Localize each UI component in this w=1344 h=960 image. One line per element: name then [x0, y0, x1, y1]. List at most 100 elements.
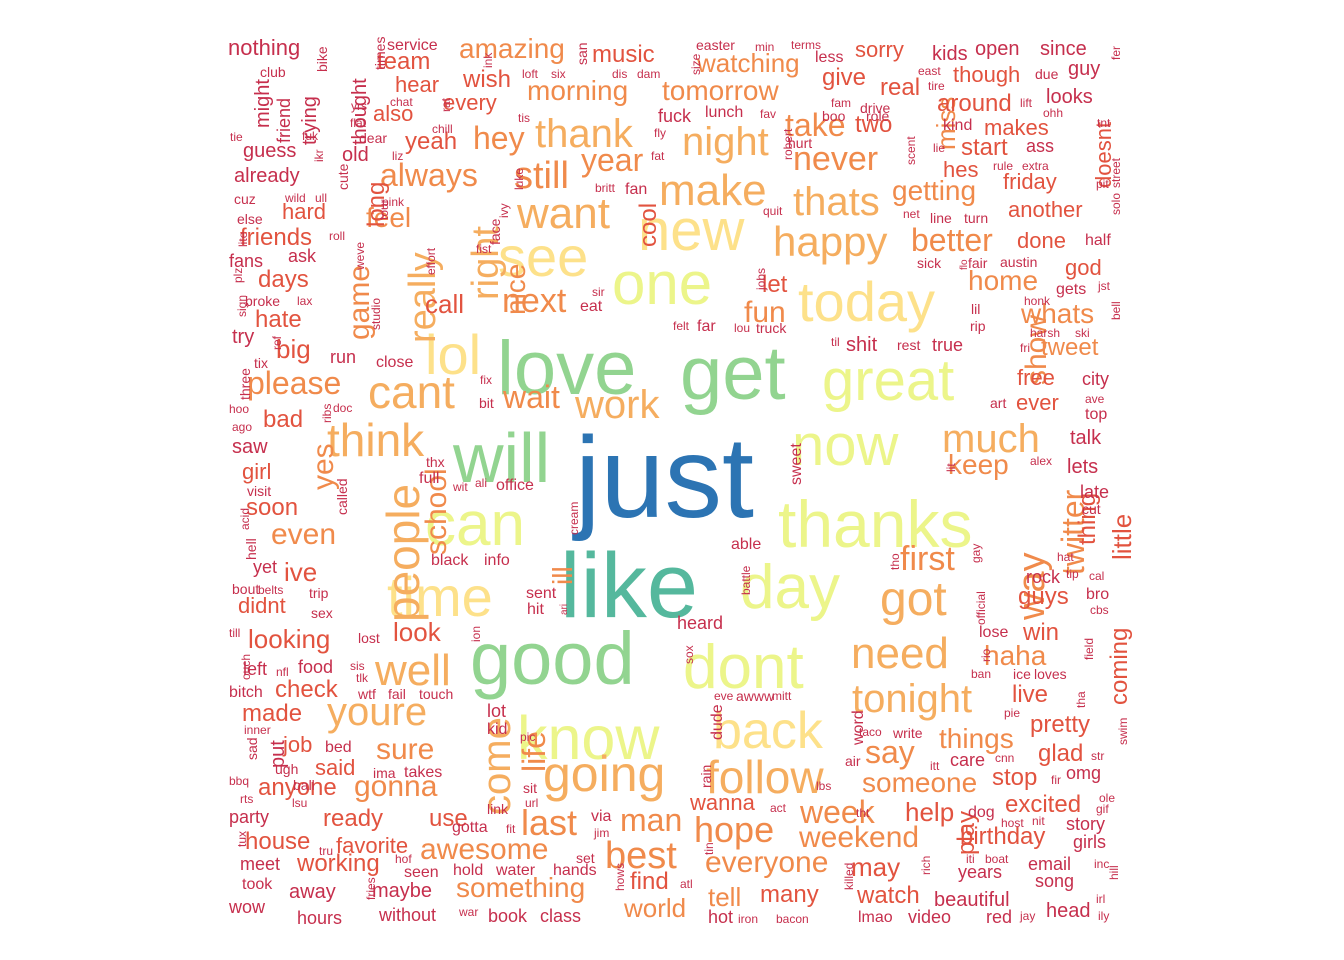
word-swim: swim: [1116, 717, 1130, 745]
word-pie: pie: [1004, 706, 1021, 721]
word-terms: terms: [791, 38, 821, 53]
word-art: art: [990, 394, 1007, 411]
word-ohh: ohh: [1043, 106, 1064, 121]
word-get: get: [680, 330, 786, 416]
word-itt: itt: [930, 759, 940, 774]
word-wanna: wanna: [690, 789, 755, 815]
word-role: role: [866, 107, 890, 124]
word-excited: excited: [1005, 791, 1082, 819]
word-getting: getting: [892, 175, 977, 207]
word-youre: youre: [327, 690, 428, 735]
word-felt: felt: [673, 319, 690, 334]
word-talk: talk: [1070, 426, 1102, 449]
word-left: left: [243, 659, 268, 680]
word-haha: haha: [984, 640, 1047, 672]
word-belts: belts: [258, 583, 284, 598]
word-air: air: [845, 752, 861, 769]
word-link: link: [487, 800, 509, 817]
word-last: last: [521, 802, 578, 844]
word-hit: hit: [527, 600, 544, 618]
word-min: min: [755, 40, 775, 55]
word-ouch: ouch: [239, 653, 253, 680]
word-see: see: [498, 225, 589, 289]
word-field: field: [1082, 637, 1096, 660]
word-lets: lets: [1067, 455, 1099, 478]
word-kind: kind: [943, 116, 973, 134]
word-saw: saw: [232, 435, 268, 458]
word-two: two: [855, 111, 893, 139]
word-rich: rich: [919, 855, 933, 875]
word-start: start: [961, 134, 1008, 162]
word-look: look: [393, 616, 441, 647]
word-guess: guess: [243, 139, 297, 162]
word-half: half: [1085, 231, 1111, 249]
word-lol: lol: [425, 323, 482, 387]
word-watching: watching: [697, 47, 800, 78]
word-wtf: wtf: [358, 685, 376, 702]
word-friend: friend: [274, 97, 294, 143]
word-ago: ago: [232, 420, 253, 435]
word-might: might: [252, 79, 274, 128]
word-rain: rain: [698, 764, 714, 788]
word-bitch: bitch: [229, 683, 263, 701]
word-call: call: [425, 288, 465, 319]
word-austin: austin: [1000, 253, 1038, 270]
word-give: give: [822, 64, 867, 92]
word-top: top: [1085, 405, 1108, 423]
word-also: also: [373, 100, 414, 126]
word-live: live: [1012, 681, 1049, 709]
word-anyone: anyone: [258, 774, 337, 802]
word-water: water: [496, 861, 536, 879]
word-chat: chat: [390, 95, 413, 110]
word-jst: jst: [1098, 279, 1110, 294]
word-fly: fly: [654, 126, 666, 141]
word-morning: morning: [527, 75, 629, 107]
word-til: til: [831, 335, 840, 350]
word-nice: nice: [500, 263, 531, 315]
word-thats: thats: [793, 180, 880, 225]
word-sorry: sorry: [855, 36, 904, 62]
word-via: via: [591, 807, 612, 825]
word-ull: ull: [315, 191, 328, 206]
word-one: one: [612, 249, 713, 317]
word-tho: tho: [888, 553, 902, 570]
word-whats: whats: [1021, 298, 1095, 330]
word-tell: tell: [708, 881, 742, 912]
word-follow: follow: [706, 751, 824, 804]
word-new: new: [638, 198, 745, 264]
word-official: official: [974, 591, 988, 625]
word-nfl: nfl: [276, 665, 289, 680]
word-bad: bad: [263, 406, 304, 434]
word-first: first: [900, 540, 955, 579]
word-tip: tip: [1066, 567, 1079, 582]
word-pink: pink: [382, 195, 405, 210]
word-made: made: [242, 700, 303, 728]
word-want: want: [517, 188, 610, 238]
word-team: team: [377, 48, 431, 76]
word-ink: ink: [481, 52, 495, 68]
word-make: make: [659, 165, 767, 215]
word-ari: ari: [559, 603, 570, 615]
word-sent: sent: [526, 584, 557, 602]
word-kids: kids: [932, 42, 968, 65]
word-weekend: weekend: [799, 821, 920, 855]
word-jay: jay: [1020, 909, 1036, 924]
word-since: since: [1040, 37, 1087, 60]
word-iti: iti: [966, 852, 975, 867]
word-ice: ice: [1013, 665, 1031, 682]
word-san: san: [574, 42, 590, 65]
word-able: able: [731, 535, 762, 553]
word-things: things: [939, 723, 1014, 755]
word-ikr: ikr: [312, 149, 326, 162]
word-fit: fit: [506, 822, 516, 837]
word-use: use: [429, 805, 468, 833]
word-happy: happy: [773, 217, 888, 265]
word-true: true: [932, 335, 964, 356]
word-late: late: [1080, 482, 1110, 503]
word-back: back: [713, 702, 823, 761]
word-honk: honk: [1024, 294, 1051, 309]
word-yrs: yrs: [351, 99, 367, 114]
word-girl: girl: [242, 458, 272, 484]
word-service: service: [387, 36, 438, 54]
